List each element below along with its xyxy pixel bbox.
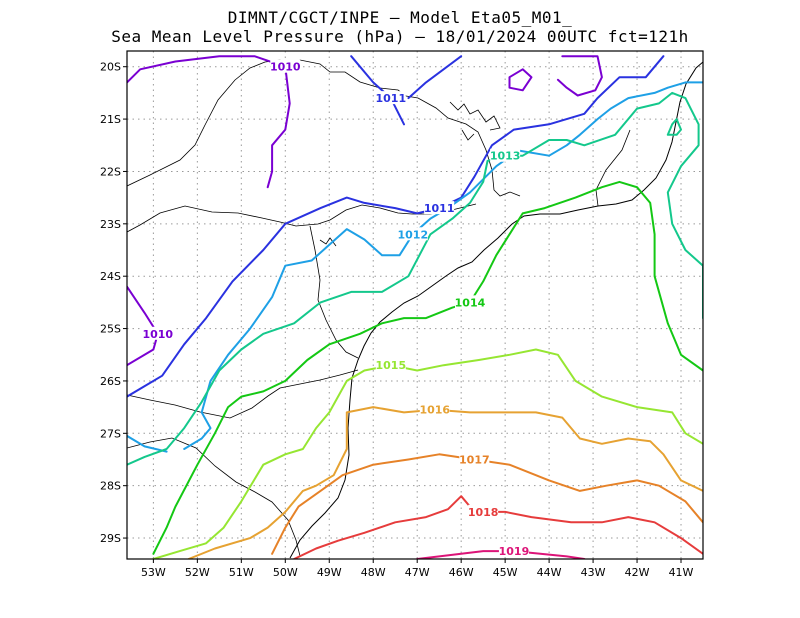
isobar-label-bg <box>375 358 406 372</box>
isobar-1010 <box>127 55 291 189</box>
isobar-label-1010: 1010 <box>142 328 173 341</box>
y-tick-label: 27S <box>100 427 121 440</box>
x-tick-label: 44W <box>537 566 562 579</box>
y-tick-label: 25S <box>100 323 121 336</box>
isobar-label-bg <box>424 201 455 215</box>
y-tick-label: 26S <box>100 375 121 388</box>
y-tick-label: 24S <box>100 270 121 283</box>
isobar-label-1014: 1014 <box>455 296 486 309</box>
x-tick-label: 46W <box>449 566 474 579</box>
isobar-label-1015: 1015 <box>376 359 407 372</box>
isobar-1010 <box>556 55 603 97</box>
x-tick-label: 42W <box>625 566 650 579</box>
isobar-label-bg <box>490 148 521 162</box>
isobar-label-bg <box>454 295 485 309</box>
isobar-label-1011: 1011 <box>376 92 407 105</box>
isobar-label-bg <box>270 59 301 73</box>
isobar-1012 <box>183 81 703 450</box>
isobar-label-1019: 1019 <box>499 545 530 558</box>
x-tick-label: 47W <box>405 566 430 579</box>
isobar-label-1012: 1012 <box>397 228 428 241</box>
x-tick-label: 45W <box>493 566 518 579</box>
x-tick-label: 52W <box>185 566 210 579</box>
y-tick-label: 20S <box>100 61 121 74</box>
isobar-1010 <box>508 68 533 92</box>
isobar-label-1010: 1010 <box>270 61 301 74</box>
gridlines <box>127 51 703 559</box>
isobar-label-bg <box>375 91 406 105</box>
isobar-1013 <box>127 91 703 466</box>
isobar-labels: 1010 1010 1011 1011 1012 1013 1014 1015 1016 1017… <box>142 59 530 558</box>
isobar-label-bg <box>142 326 173 340</box>
y-tick-label: 21S <box>100 113 121 126</box>
isobar-label-1018: 1018 <box>468 506 499 519</box>
lakes <box>319 101 501 247</box>
state-border-rio <box>595 129 631 207</box>
atlantic-coastline <box>289 61 703 559</box>
isobar-contours <box>127 55 703 559</box>
isobar-1016 <box>187 406 703 559</box>
x-tick-label: 49W <box>317 566 342 579</box>
longitude-tick-labels: 53W 52W 51W 50W 49W 48W 47W 46W 45W 44W 43W 42W 41W <box>141 559 694 579</box>
isobar-1011 <box>407 55 463 100</box>
isobar-label-bg <box>459 452 490 466</box>
y-tick-label: 28S <box>100 480 121 493</box>
latitude-tick-labels: 20S 21S 22S 23S 24S 25S 26S 27S 28S 29S <box>100 61 127 545</box>
plot-frame <box>126 50 704 560</box>
y-tick-label: 23S <box>100 218 121 231</box>
state-border-santa-catarina <box>127 437 301 557</box>
x-tick-label: 43W <box>581 566 606 579</box>
x-tick-label: 41W <box>669 566 694 579</box>
isobar-label-bg <box>468 504 499 518</box>
map-title-line-2: Sea Mean Level Pressure (hPa) — 18/01/20… <box>111 27 689 46</box>
isobar-label-1017: 1017 <box>459 453 490 466</box>
x-tick-label: 53W <box>141 566 166 579</box>
isobar-label-bg <box>397 227 428 241</box>
x-tick-label: 50W <box>273 566 298 579</box>
y-tick-label: 22S <box>100 165 121 178</box>
y-tick-label: 29S <box>100 532 121 545</box>
map-title-line-1: DIMNT/CGCT/INPE — Model Eta05_M01_ <box>227 8 573 27</box>
isobar-label-1011: 1011 <box>424 202 455 215</box>
isobar-1013 <box>666 118 682 136</box>
x-tick-label: 51W <box>229 566 254 579</box>
isobar-label-bg <box>498 544 529 558</box>
state-border-parana <box>127 369 359 419</box>
isobar-label-1016: 1016 <box>419 404 450 417</box>
isobar-1015 <box>152 348 703 559</box>
isobar-label-bg <box>419 402 450 416</box>
x-tick-label: 48W <box>361 566 386 579</box>
isobar-1012 <box>127 434 168 453</box>
isobar-label-1013: 1013 <box>490 150 521 163</box>
state-border-interior <box>309 225 359 359</box>
isobar-1019 <box>416 550 586 559</box>
isobar-1011 <box>350 55 405 126</box>
isobar-1010 <box>127 285 159 367</box>
